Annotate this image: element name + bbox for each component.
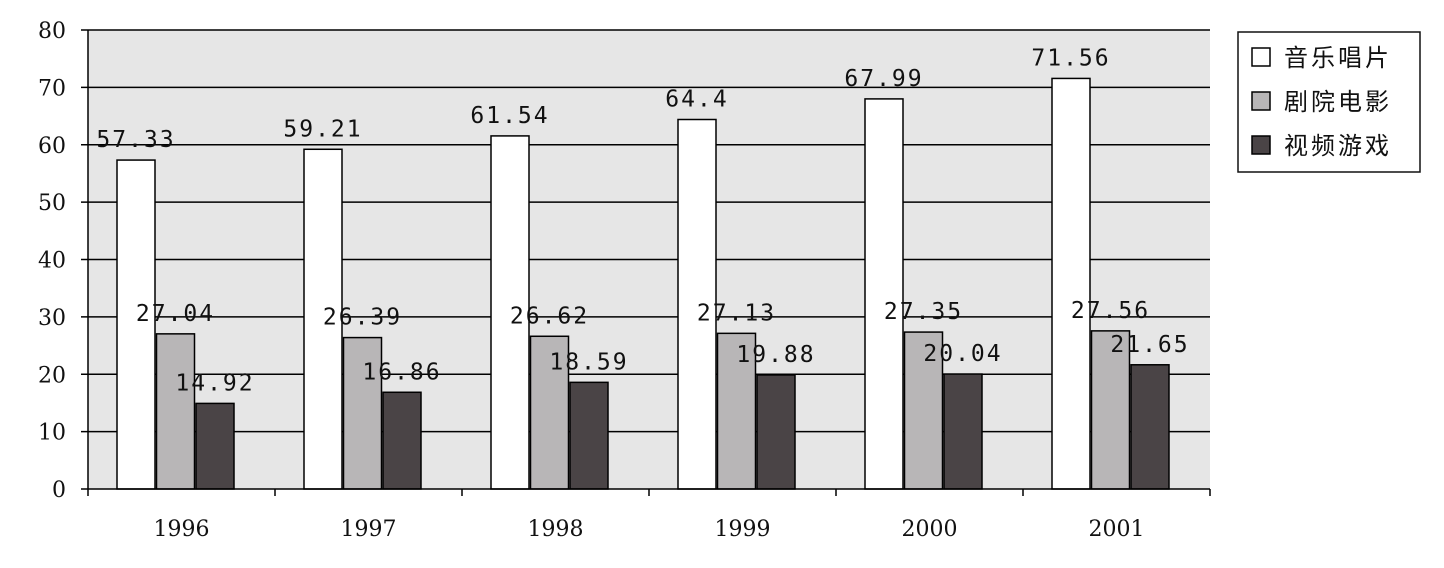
y-tick-label: 30 [38,306,66,331]
data-label: 64.4 [665,87,728,113]
legend-swatch [1251,135,1271,155]
bar [569,381,609,490]
gridlines [88,29,1210,433]
data-label: 61.54 [470,103,549,129]
bar [903,331,944,490]
bar [943,373,983,490]
data-label: 27.04 [136,301,215,327]
bar [303,148,343,490]
bar [756,374,796,490]
data-label: 14.92 [175,370,254,396]
data-label: 27.13 [697,300,776,326]
bar [1051,77,1091,490]
x-tick-label: 2000 [902,517,958,542]
y-tick-label: 70 [38,76,66,101]
y-tick-label: 50 [38,191,66,216]
legend-label: 音乐唱片 [1284,44,1392,72]
data-label: 71.56 [1031,45,1110,71]
data-label: 19.88 [736,342,815,368]
bar [116,159,156,490]
data-label: 26.39 [323,305,402,331]
x-tick-labels: 1996 1997 1998 1999 2000 2001 [154,517,1145,542]
y-tick-label: 0 [52,478,66,503]
bar [155,333,196,490]
bars [116,77,1170,490]
legend-swatch [1251,91,1271,111]
bar [1130,364,1170,490]
data-label: 57.33 [96,127,175,153]
data-label: 67.99 [844,66,923,92]
bar [342,336,383,490]
data-label: 16.86 [362,359,441,385]
legend-label: 剧院电影 [1284,88,1392,116]
data-label: 21.65 [1110,332,1189,358]
x-tick-label: 1997 [341,517,397,542]
y-tick-label: 80 [38,19,66,44]
axes [81,29,1211,496]
bar [716,332,757,490]
data-label: 26.62 [510,303,589,329]
data-label: 27.35 [884,299,963,325]
y-tick-label: 40 [38,249,66,274]
y-tick-labels: 0 10 20 30 40 50 60 70 80 [38,19,66,503]
data-labels: 57.33 27.04 14.92 59.21 26.39 16.86 61.54 26.62… [96,45,1189,396]
data-label: 20.04 [923,341,1002,367]
data-label: 59.21 [283,116,362,142]
bar [490,135,530,490]
x-tick-label: 1998 [528,517,584,542]
bar [864,98,904,490]
bar [677,118,717,490]
x-tick-label: 1999 [715,517,771,542]
bar [382,391,422,490]
y-tick-label: 20 [38,363,66,388]
legend-label: 视频游戏 [1284,132,1392,160]
y-tick-label: 10 [38,421,66,446]
data-label: 18.59 [549,349,628,375]
x-tick-label: 2001 [1089,517,1145,542]
data-label: 27.56 [1071,298,1150,324]
x-tick-label: 1996 [154,517,210,542]
y-tick-label: 60 [38,134,66,159]
bar [529,335,570,490]
bar [1090,330,1131,490]
bar [195,402,235,490]
legend-swatch [1251,47,1271,67]
